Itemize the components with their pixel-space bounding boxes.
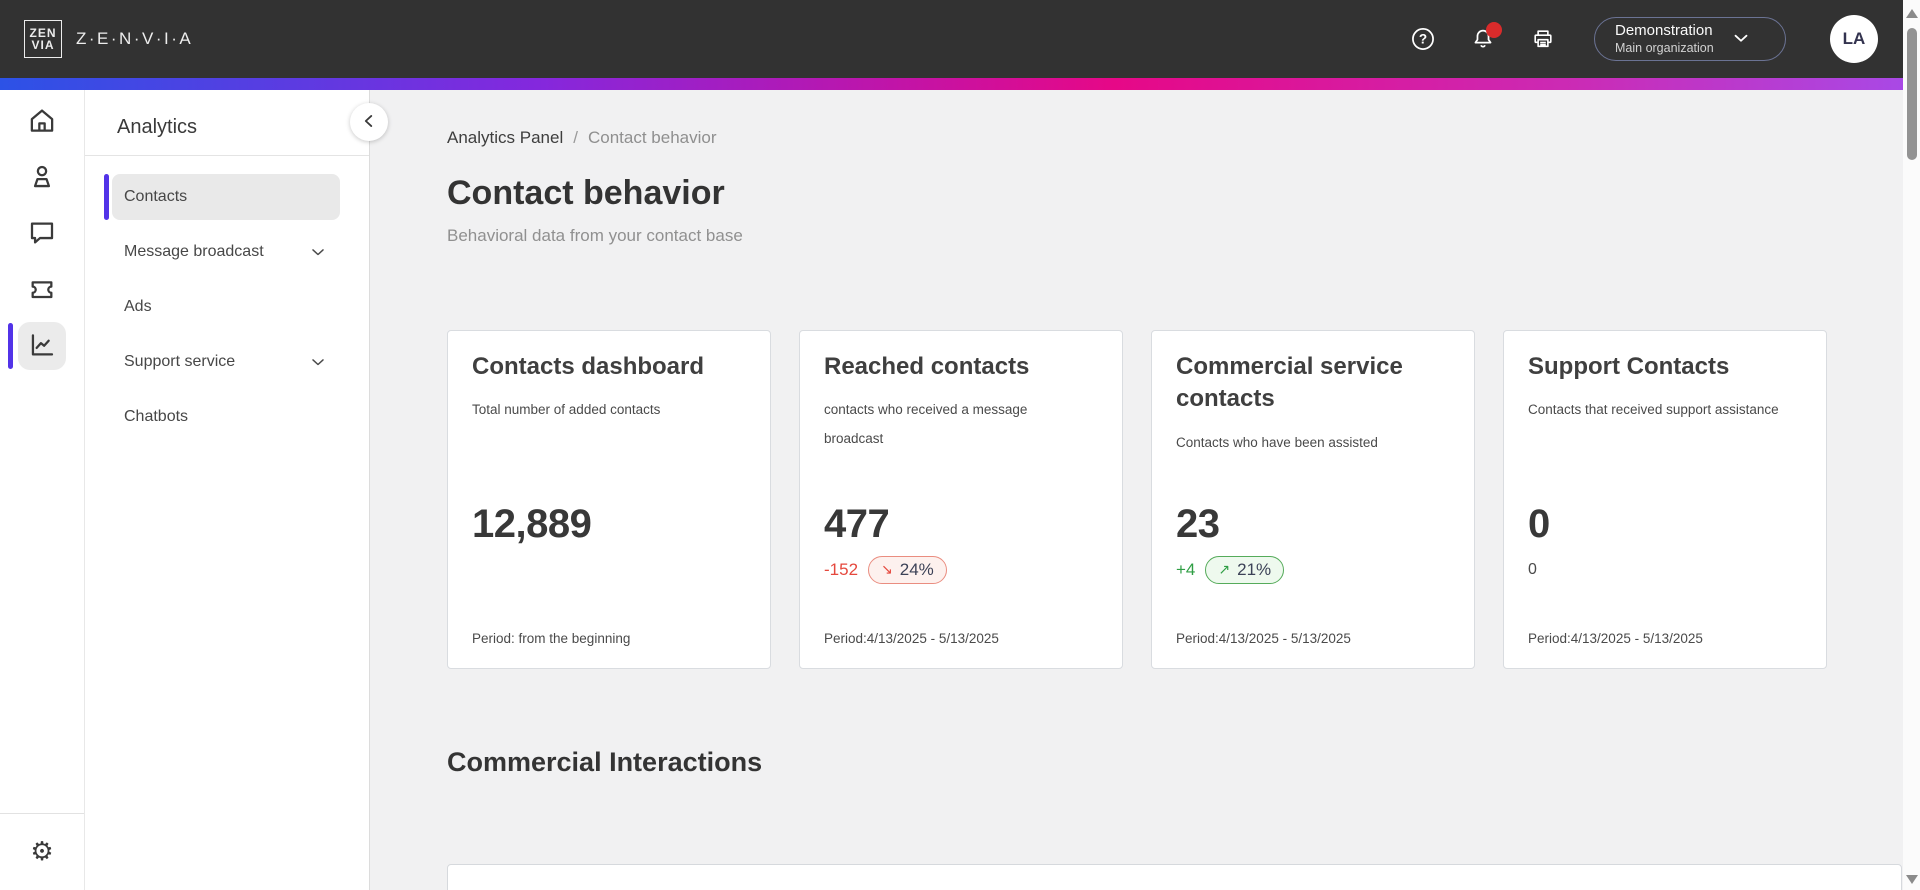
chart-icon: [26, 329, 58, 364]
card-title: Contacts dashboard: [472, 353, 705, 380]
logo-glyph-bottom: VIA: [31, 38, 55, 52]
trend-down-icon: ↘: [881, 562, 893, 578]
sidebar-divider: [85, 155, 369, 156]
page-subtitle: Behavioral data from your contact base: [447, 226, 743, 245]
sidebar-item-ads[interactable]: Ads: [112, 284, 340, 330]
delta-amount: 0: [1528, 561, 1537, 578]
logo-glyph-top: ZEN: [29, 26, 57, 40]
sidebar-item-support-service[interactable]: Support service: [112, 339, 340, 385]
delta-percent: 24%: [899, 560, 934, 579]
scroll-up-arrow[interactable]: [1905, 9, 1918, 18]
card-title: Commercial service contacts: [1176, 353, 1403, 413]
notification-badge: [1486, 22, 1502, 38]
card-value: 477: [824, 502, 890, 546]
sidebar-item-message-broadcast[interactable]: Message broadcast: [112, 229, 340, 275]
ticket-icon: [26, 273, 58, 308]
card-description: Contacts who have been assisted: [1176, 434, 1378, 450]
help-button[interactable]: ?: [1410, 26, 1436, 52]
card-support-contacts: Support Contacts Contacts that received …: [1503, 330, 1827, 669]
card-value: 23: [1176, 502, 1220, 546]
sidebar-title: Analytics: [117, 116, 198, 138]
delta-amount: -152: [824, 560, 859, 579]
chevron-down-icon: [308, 352, 328, 372]
delta-percent: 21%: [1237, 560, 1272, 579]
svg-text:?: ?: [1419, 32, 1427, 47]
delta-amount: +4: [1176, 560, 1196, 579]
main-content: Analytics Panel / Contact behavior Conta…: [370, 90, 1920, 890]
sidebar-item-label: Chatbots: [124, 408, 189, 425]
card-commercial-service-contacts: Commercial service contacts Contacts who…: [1151, 330, 1475, 669]
sidebar-item-label: Message broadcast: [124, 243, 264, 260]
person-icon: [26, 161, 58, 196]
card-period: Period: from the beginning: [472, 631, 631, 646]
sidebar-item-label: Ads: [124, 298, 152, 315]
card-period: Period:4/13/2025 - 5/13/2025: [1176, 631, 1351, 646]
card-description: contacts who received a message broadcas…: [824, 402, 1028, 446]
page-title: Contact behavior: [447, 174, 725, 212]
scroll-down-arrow[interactable]: [1905, 875, 1918, 884]
card-contacts-dashboard: Contacts dashboard Total number of added…: [447, 330, 771, 669]
brand: ZEN VIA Z·E·N·V·I·A: [24, 20, 193, 58]
breadcrumb: Analytics Panel / Contact behavior: [447, 128, 1902, 148]
sidebar-item-contacts[interactable]: Contacts: [104, 174, 340, 220]
analytics-sidebar: Analytics Contacts Message broadcast: [85, 90, 388, 890]
topbar-actions: ?: [1376, 15, 1878, 63]
chevron-down-icon: [1714, 27, 1752, 52]
commercial-interactions-card: [447, 864, 1902, 890]
brand-name: Z·E·N·V·I·A: [76, 29, 194, 48]
rail-item-home[interactable]: [18, 98, 66, 146]
chat-icon: [26, 217, 58, 252]
chevron-left-icon: [358, 110, 380, 135]
zenvia-logo-icon: ZEN VIA: [24, 20, 62, 58]
top-bar: ZEN VIA Z·E·N·V·I·A ?: [0, 0, 1920, 78]
avatar[interactable]: LA: [1830, 15, 1878, 63]
breadcrumb-separator: /: [573, 128, 578, 147]
card-description: Contacts that received support assistanc…: [1528, 402, 1779, 418]
rail-footer: ⚙: [0, 813, 84, 890]
card-title: Support Contacts: [1528, 353, 1730, 380]
rail-item-contacts[interactable]: [18, 154, 66, 202]
notifications-button[interactable]: [1470, 22, 1502, 52]
organization-labels: Demonstration Main organization: [1615, 22, 1714, 56]
help-icon: ?: [1410, 26, 1436, 52]
card-description: Total number of added contacts: [472, 402, 661, 418]
breadcrumb-current: Contact behavior: [587, 128, 717, 147]
organization-name: Demonstration: [1615, 22, 1713, 39]
card-value: 12,889: [472, 502, 592, 546]
organization-switcher[interactable]: Demonstration Main organization: [1594, 17, 1786, 61]
trend-up-icon: ↗: [1218, 562, 1231, 578]
rail-item-analytics[interactable]: [8, 322, 66, 370]
chevron-down-icon: [308, 242, 328, 262]
organization-subtitle: Main organization: [1615, 41, 1714, 55]
sidebar-collapse-button[interactable]: [350, 103, 388, 141]
section-title-commercial-interactions: Commercial Interactions: [447, 747, 763, 777]
scrollbar-thumb[interactable]: [1906, 28, 1917, 160]
card-title: Reached contacts: [824, 353, 1030, 380]
rail-item-conversations[interactable]: [18, 210, 66, 258]
sidebar-item-chatbots[interactable]: Chatbots: [112, 394, 340, 440]
card-period: Period:4/13/2025 - 5/13/2025: [1528, 631, 1703, 646]
rail-item-tickets[interactable]: [18, 266, 66, 314]
print-button[interactable]: [1530, 26, 1556, 52]
card-delta-row: -152 ↘ 24%: [824, 555, 1098, 585]
sidebar-menu: Contacts Message broadcast Ads Support s…: [104, 174, 340, 440]
kpi-cards-row: Contacts dashboard Total number of added…: [447, 330, 1902, 669]
home-icon: [26, 105, 58, 140]
card-period: Period:4/13/2025 - 5/13/2025: [824, 631, 999, 646]
card-delta-row: [472, 555, 746, 585]
sidebar-item-label: Support service: [124, 353, 236, 370]
breadcrumb-analytics-panel[interactable]: Analytics Panel: [447, 128, 564, 147]
gear-icon[interactable]: ⚙: [30, 837, 54, 867]
card-value: 0: [1528, 502, 1550, 546]
icon-rail: ⚙: [0, 90, 85, 890]
printer-icon: [1530, 26, 1556, 52]
card-reached-contacts: Reached contacts contacts who received a…: [799, 330, 1123, 669]
card-delta-row: +4 ↗ 21%: [1176, 555, 1450, 585]
vertical-scrollbar[interactable]: [1903, 0, 1920, 890]
card-delta-row: 0: [1528, 555, 1802, 585]
delta-percent-badge: ↗ 21%: [1205, 556, 1285, 584]
delta-percent-badge: ↘ 24%: [868, 556, 947, 584]
sidebar-item-label: Contacts: [124, 188, 188, 205]
accent-gradient-bar: [0, 78, 1920, 90]
